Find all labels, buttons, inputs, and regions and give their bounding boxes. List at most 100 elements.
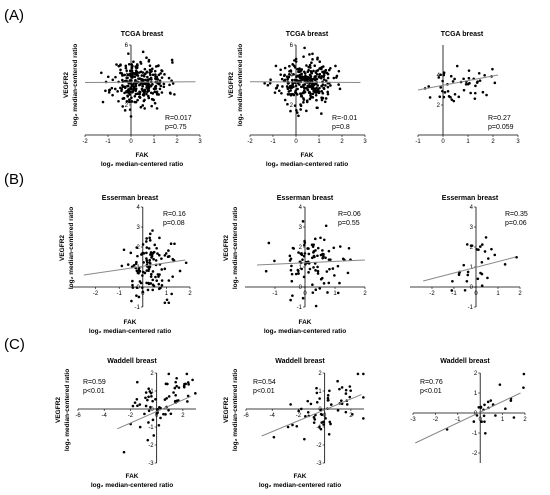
data-point <box>449 95 452 99</box>
data-point <box>149 91 153 95</box>
data-point <box>303 46 306 50</box>
data-point <box>160 257 163 260</box>
panel-title: Waddell breast <box>275 358 325 365</box>
data-point <box>316 84 320 87</box>
data-point <box>300 72 303 76</box>
data-point <box>451 80 455 83</box>
data-point <box>305 64 308 67</box>
data-point <box>473 91 477 95</box>
stat-r: R=0.54 <box>253 379 276 386</box>
data-point <box>315 72 319 76</box>
data-point <box>151 73 155 77</box>
stat-p: p=0.55 <box>338 220 360 227</box>
data-point <box>163 73 166 76</box>
data-point <box>147 409 151 413</box>
x-axis-label-bottom: log₂ median-centered ratio <box>101 161 183 168</box>
data-point <box>295 111 299 114</box>
data-point <box>295 78 299 82</box>
data-point <box>131 73 134 77</box>
data-point <box>175 384 178 388</box>
x-tick-label: -2 <box>296 413 302 419</box>
data-point <box>450 289 454 292</box>
data-point <box>155 107 159 110</box>
data-point <box>304 87 308 90</box>
data-point <box>331 267 335 270</box>
stat-p: p=0.75 <box>165 124 187 131</box>
data-point <box>135 246 139 249</box>
x-axis-label-top: FAK <box>301 152 314 159</box>
data-point <box>137 271 140 275</box>
data-point <box>121 78 124 82</box>
data-point <box>490 247 493 251</box>
data-point <box>167 279 171 282</box>
y-tick-label: 2 <box>290 103 294 109</box>
trend-line <box>249 81 361 83</box>
data-point <box>319 427 323 431</box>
data-point <box>326 396 330 400</box>
data-point <box>280 77 284 81</box>
data-point <box>128 90 132 94</box>
data-point <box>133 94 137 98</box>
data-point <box>283 66 287 70</box>
data-point <box>130 100 134 103</box>
x-tick-label: 0 <box>303 291 307 297</box>
data-point <box>294 60 298 63</box>
data-point <box>145 261 149 264</box>
data-point <box>139 105 143 109</box>
data-point <box>464 82 468 86</box>
data-point <box>128 93 132 96</box>
data-point <box>477 71 481 75</box>
data-point <box>151 283 155 287</box>
stat-p: p<0.01 <box>420 388 442 395</box>
data-point <box>146 288 150 292</box>
data-point <box>137 71 141 74</box>
data-point <box>344 388 348 392</box>
data-point <box>311 291 315 294</box>
data-point <box>162 82 166 86</box>
data-point <box>522 372 526 376</box>
data-point <box>186 394 190 398</box>
data-point <box>462 77 465 81</box>
data-point <box>100 71 103 75</box>
data-point <box>171 275 174 278</box>
data-point <box>306 88 310 92</box>
data-point <box>289 403 292 406</box>
data-point <box>144 396 147 400</box>
data-point <box>338 281 341 285</box>
data-point <box>275 86 279 89</box>
data-point <box>498 383 502 386</box>
data-point <box>315 98 318 102</box>
data-point <box>462 88 466 92</box>
data-point <box>356 372 360 376</box>
data-point <box>326 399 330 402</box>
data-point <box>453 77 456 81</box>
data-point <box>295 109 298 112</box>
data-point <box>300 267 303 271</box>
data-point <box>151 67 154 71</box>
data-point <box>186 381 190 384</box>
data-point <box>313 237 317 241</box>
data-point <box>138 90 141 94</box>
data-point <box>137 266 141 270</box>
data-point <box>153 101 157 105</box>
panel-c2: Waddell breast FAK log₂ median-centered … <box>223 358 365 489</box>
data-point <box>299 108 302 111</box>
data-point <box>160 268 164 271</box>
data-point <box>469 244 473 247</box>
data-point <box>163 398 167 401</box>
data-point <box>472 420 476 423</box>
data-point <box>441 89 444 93</box>
data-point <box>337 83 340 86</box>
data-point <box>332 246 336 250</box>
data-point <box>316 88 320 91</box>
x-axis-label-bottom: log₂ median-centered ratio <box>266 161 348 168</box>
y-tick-label: 1 <box>474 391 478 397</box>
data-point <box>336 409 340 412</box>
data-point <box>172 391 175 394</box>
data-point <box>133 75 137 79</box>
data-point <box>311 283 314 287</box>
trend-line <box>117 395 191 430</box>
data-point <box>175 376 178 380</box>
data-point <box>325 71 329 75</box>
panel-title: TCGA breast <box>441 31 484 38</box>
